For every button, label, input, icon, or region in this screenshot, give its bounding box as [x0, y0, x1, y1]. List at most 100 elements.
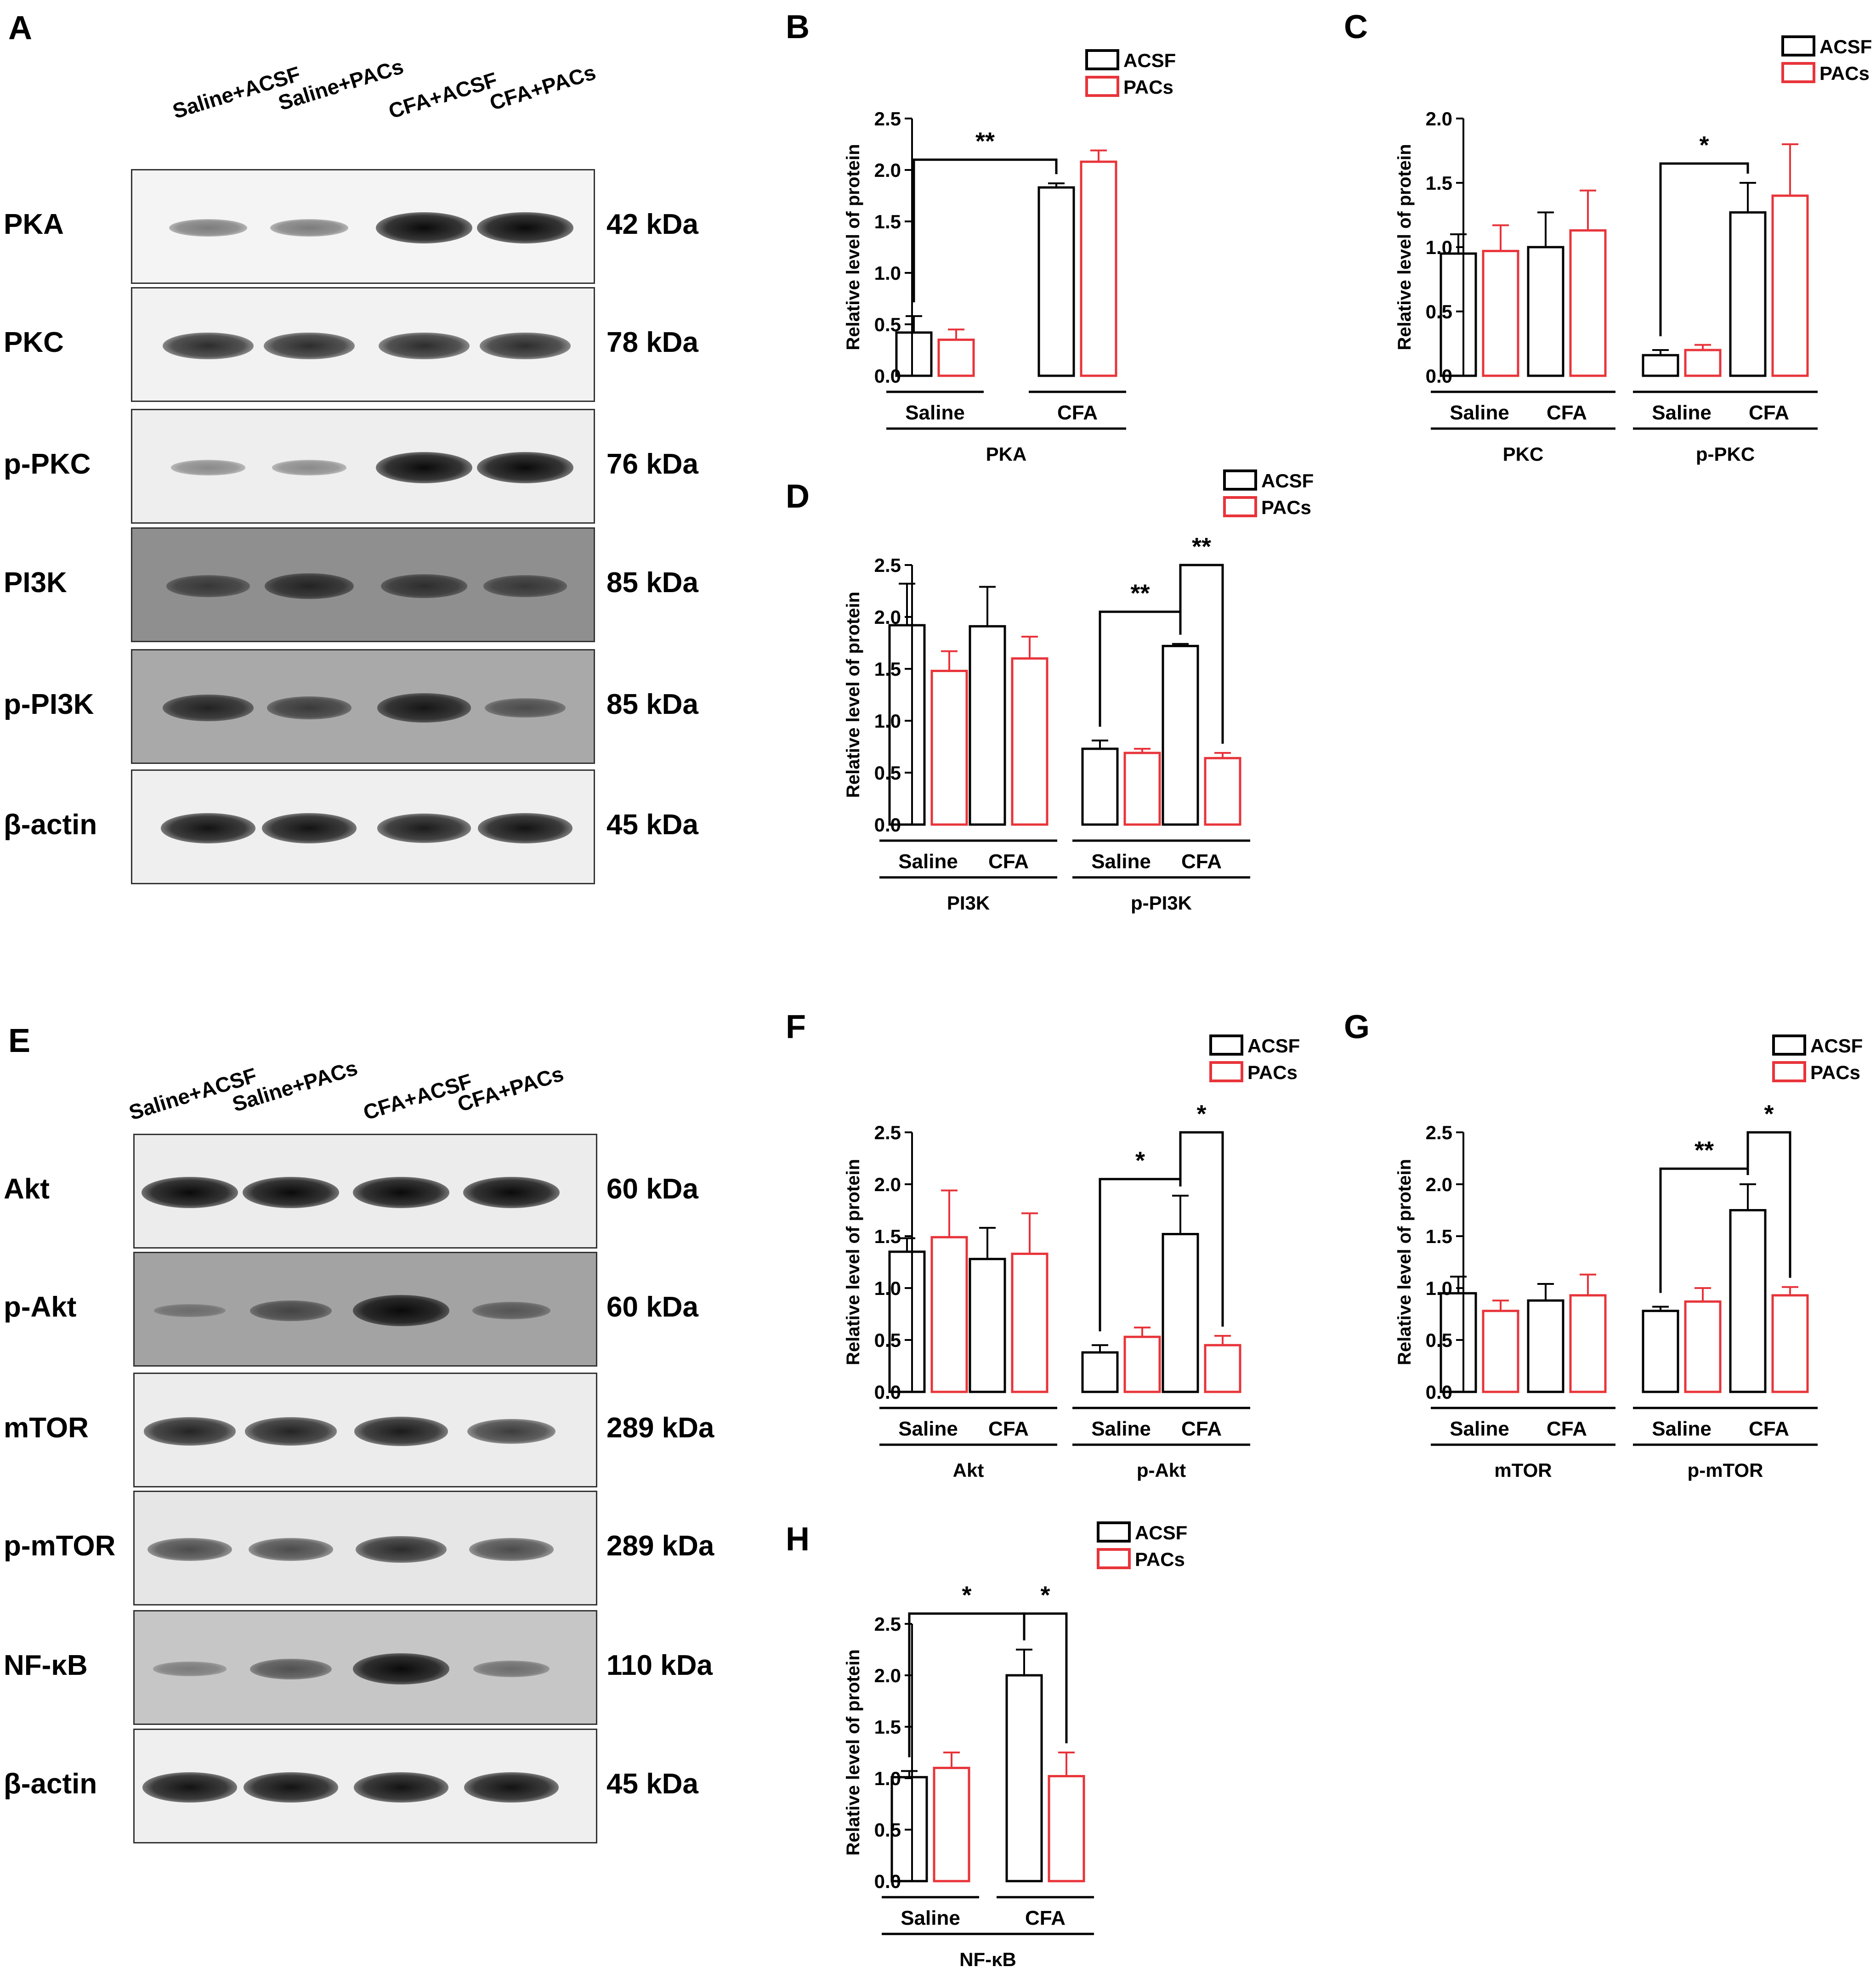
- group-label: Saline: [905, 401, 965, 424]
- blot-kda-p-pi3k: 85 kDa: [606, 689, 698, 720]
- y-tick-label: 2.5: [874, 1122, 901, 1143]
- bar-acsf: [1081, 747, 1119, 826]
- y-tick-label: 0.5: [874, 762, 901, 784]
- bar-pacs: [1684, 1300, 1722, 1393]
- y-axis-label: Relative level of protein: [843, 1159, 863, 1365]
- legend-label-acsf: ACSF: [1123, 50, 1176, 71]
- significance-bracket: [1099, 610, 1182, 727]
- significance-marker: **: [1695, 1136, 1714, 1164]
- blot-band: [477, 452, 573, 483]
- protein-label: mTOR: [1494, 1459, 1552, 1481]
- blot-band: [270, 219, 348, 237]
- panel-letter-b: B: [786, 9, 810, 45]
- blot-label-akt: Akt: [4, 1173, 50, 1205]
- blot-band: [463, 1177, 560, 1208]
- blot-band: [153, 1662, 227, 1676]
- blot-band: [243, 1772, 339, 1803]
- blot-band: [160, 813, 256, 843]
- bar-acsf: [890, 1776, 928, 1882]
- panel-letter-e: E: [8, 1023, 31, 1059]
- blot-band: [170, 460, 246, 475]
- blot-band: [469, 1538, 554, 1561]
- bar-acsf: [1005, 1674, 1043, 1882]
- blot-band: [354, 1417, 448, 1446]
- bar-acsf: [1527, 246, 1564, 377]
- blot-band: [377, 814, 471, 843]
- bar-acsf: [888, 624, 926, 826]
- blot-band: [381, 574, 467, 598]
- blot-band: [243, 1177, 339, 1208]
- bar-pacs: [1482, 1310, 1519, 1393]
- y-axis-label: Relative level of protein: [843, 1649, 863, 1855]
- group-label: CFA: [1181, 850, 1222, 873]
- bar-pacs: [1569, 229, 1607, 377]
- bar-pacs: [1123, 752, 1161, 826]
- blot-strip-pkc: [131, 287, 595, 402]
- bar-pacs: [930, 1236, 968, 1393]
- y-tick-label: 1.5: [874, 1716, 901, 1738]
- significance-marker: *: [962, 1582, 971, 1609]
- y-tick-label: 2.0: [874, 159, 901, 181]
- significance-bracket: [1746, 1131, 1791, 1278]
- western-blot-a: Saline+ACSF Saline+PACs CFA+ACSF CFA+PACs PK…: [0, 0, 781, 919]
- group-label: Saline: [898, 850, 958, 873]
- y-tick-label: 2.5: [1426, 1122, 1452, 1143]
- significance-bracket: [1179, 564, 1224, 744]
- bar-pacs: [1011, 657, 1049, 826]
- blot-band: [353, 1177, 449, 1208]
- blot-label-p-pkc: p-PKC: [4, 448, 91, 480]
- legend-label-pacs: PACs: [1247, 1062, 1298, 1083]
- group-label: Saline: [1652, 401, 1712, 424]
- bar-pacs: [1771, 1294, 1809, 1393]
- blot-band: [356, 1536, 447, 1563]
- legend-label-acsf: ACSF: [1135, 1522, 1187, 1543]
- blot-kda-actin: 45 kDa: [606, 809, 698, 841]
- blot-label-pka: PKA: [4, 209, 64, 240]
- group-label: Saline: [1091, 1418, 1151, 1440]
- legend-swatch-pacs: [1772, 1061, 1806, 1082]
- bar-acsf: [1729, 1209, 1767, 1393]
- lane-label-cfa-pacs: CFA+PACs: [454, 1061, 567, 1117]
- blot-band: [477, 212, 573, 243]
- y-tick-label: 0.5: [874, 1819, 901, 1841]
- protein-label: p-PKC: [1696, 443, 1755, 465]
- significance-bracket: [1179, 1131, 1224, 1327]
- bar-pacs: [1204, 757, 1241, 826]
- blot-band: [248, 1538, 334, 1561]
- y-tick-label: 2.5: [874, 554, 901, 576]
- blot-band: [147, 1538, 232, 1561]
- y-tick-label: 1.5: [874, 211, 901, 232]
- group-label: Saline: [1450, 1418, 1509, 1440]
- blot-band: [163, 332, 254, 360]
- blot-kda-akt: 60 kDa: [606, 1173, 698, 1205]
- legend-label-pacs: PACs: [1810, 1062, 1860, 1083]
- bar-pacs: [1684, 349, 1722, 377]
- blot-kda-nf-b: 110 kDa: [606, 1650, 713, 1681]
- blot-band: [264, 573, 354, 599]
- group-label: CFA: [1547, 401, 1587, 424]
- blot-band: [379, 332, 470, 360]
- blot-band: [480, 332, 571, 360]
- y-tick-label: 1.0: [874, 710, 901, 732]
- blot-strip-actin: [131, 769, 595, 884]
- y-tick-label: 0.5: [1426, 301, 1452, 322]
- group-label: CFA: [1025, 1907, 1066, 1929]
- blot-label-mtor: mTOR: [4, 1412, 89, 1444]
- y-tick-label: 1.5: [1426, 1226, 1452, 1247]
- blot-band: [266, 696, 352, 719]
- significance-bracket: [1659, 1167, 1749, 1293]
- blot-band: [472, 1301, 550, 1320]
- group-label: Saline: [1652, 1418, 1712, 1440]
- significance-marker: *: [1764, 1100, 1774, 1128]
- blot-label-actin: β-actin: [4, 1768, 97, 1800]
- panel-letter-f: F: [786, 1009, 806, 1046]
- bar-acsf: [969, 1258, 1006, 1393]
- significance-marker: *: [1196, 1100, 1206, 1128]
- legend-swatch-pacs: [1097, 1548, 1131, 1569]
- blot-band: [166, 575, 250, 597]
- blot-label-actin: β-actin: [4, 809, 97, 841]
- blot-strip-akt: [133, 1134, 597, 1249]
- blot-band: [376, 212, 472, 243]
- bar-acsf: [1729, 211, 1767, 377]
- group-label: CFA: [1181, 1418, 1222, 1440]
